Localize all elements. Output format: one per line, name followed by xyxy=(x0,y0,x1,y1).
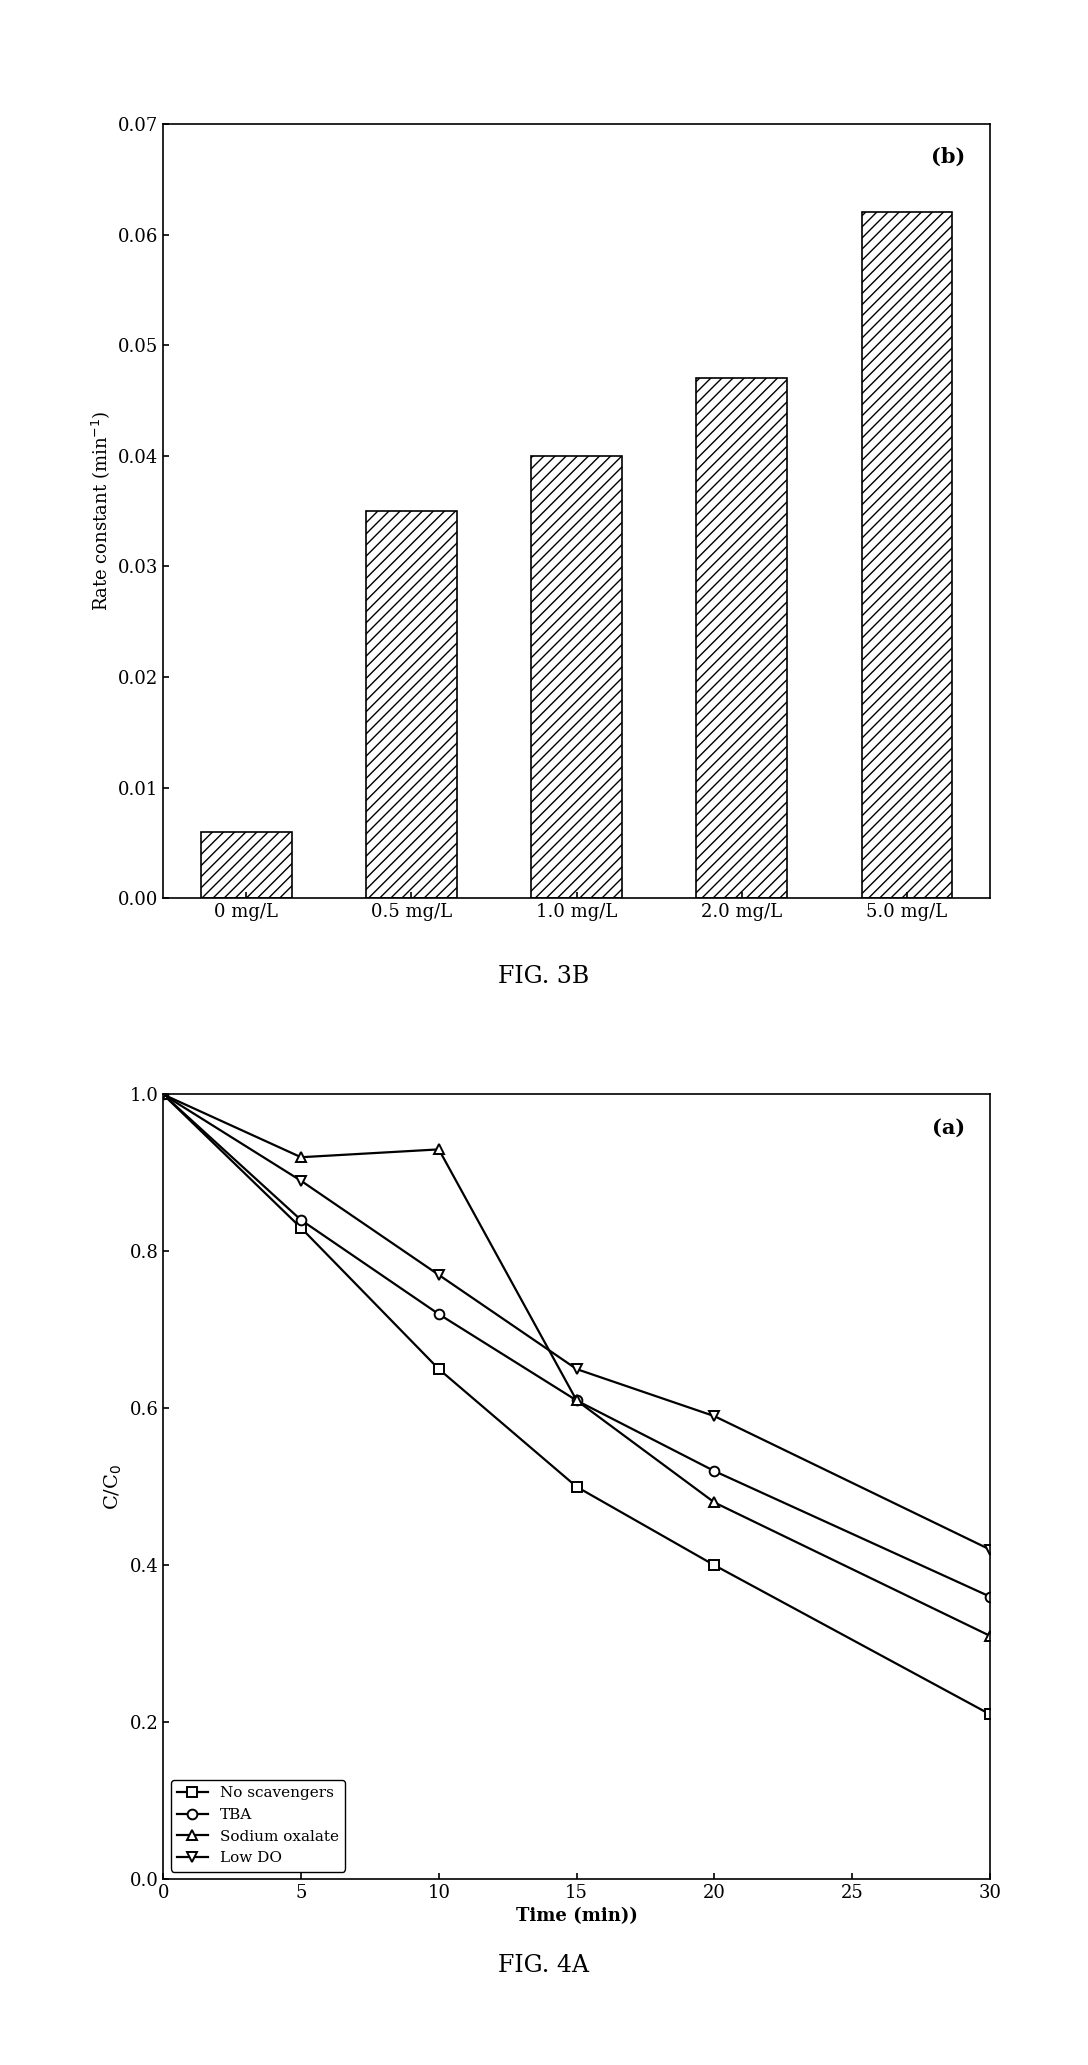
Bar xyxy=(862,213,952,898)
X-axis label: Time (min)): Time (min)) xyxy=(516,1908,638,1925)
No scavengers xyxy=(570,1474,583,1499)
No scavengers xyxy=(295,1216,308,1241)
Y-axis label: Rate constant (min$^{-1}$): Rate constant (min$^{-1}$) xyxy=(89,411,112,611)
No scavengers xyxy=(984,1702,997,1726)
TBA xyxy=(570,1388,583,1412)
TBA xyxy=(708,1458,721,1483)
Low DO xyxy=(157,1082,170,1107)
No scavengers xyxy=(708,1553,721,1578)
Line: No scavengers: No scavengers xyxy=(159,1090,994,1720)
Sodium oxalate xyxy=(984,1623,997,1648)
Line: TBA: TBA xyxy=(159,1090,994,1602)
Sodium oxalate xyxy=(157,1082,170,1107)
TBA xyxy=(157,1082,170,1107)
No scavengers xyxy=(432,1357,445,1381)
Sodium oxalate xyxy=(708,1491,721,1516)
Text: (b): (b) xyxy=(931,147,965,167)
Sodium oxalate xyxy=(432,1138,445,1163)
Low DO xyxy=(708,1404,721,1429)
Bar xyxy=(201,832,292,898)
Bar xyxy=(696,378,788,898)
TBA xyxy=(432,1301,445,1326)
Low DO xyxy=(570,1357,583,1381)
Legend: No scavengers, TBA, Sodium oxalate, Low DO: No scavengers, TBA, Sodium oxalate, Low … xyxy=(171,1780,345,1871)
TBA xyxy=(984,1584,997,1609)
Low DO xyxy=(984,1536,997,1561)
Text: (a): (a) xyxy=(932,1117,965,1138)
Bar xyxy=(531,456,622,898)
Line: Sodium oxalate: Sodium oxalate xyxy=(159,1090,994,1642)
Low DO xyxy=(432,1262,445,1286)
Line: Low DO: Low DO xyxy=(159,1090,994,1555)
Bar xyxy=(366,512,457,898)
Text: FIG. 4A: FIG. 4A xyxy=(498,1953,590,1978)
Y-axis label: C/C$_0$: C/C$_0$ xyxy=(102,1464,124,1510)
No scavengers xyxy=(157,1082,170,1107)
Sodium oxalate xyxy=(295,1144,308,1169)
TBA xyxy=(295,1208,308,1233)
Low DO xyxy=(295,1169,308,1194)
Sodium oxalate xyxy=(570,1388,583,1412)
Text: FIG. 3B: FIG. 3B xyxy=(498,964,590,989)
